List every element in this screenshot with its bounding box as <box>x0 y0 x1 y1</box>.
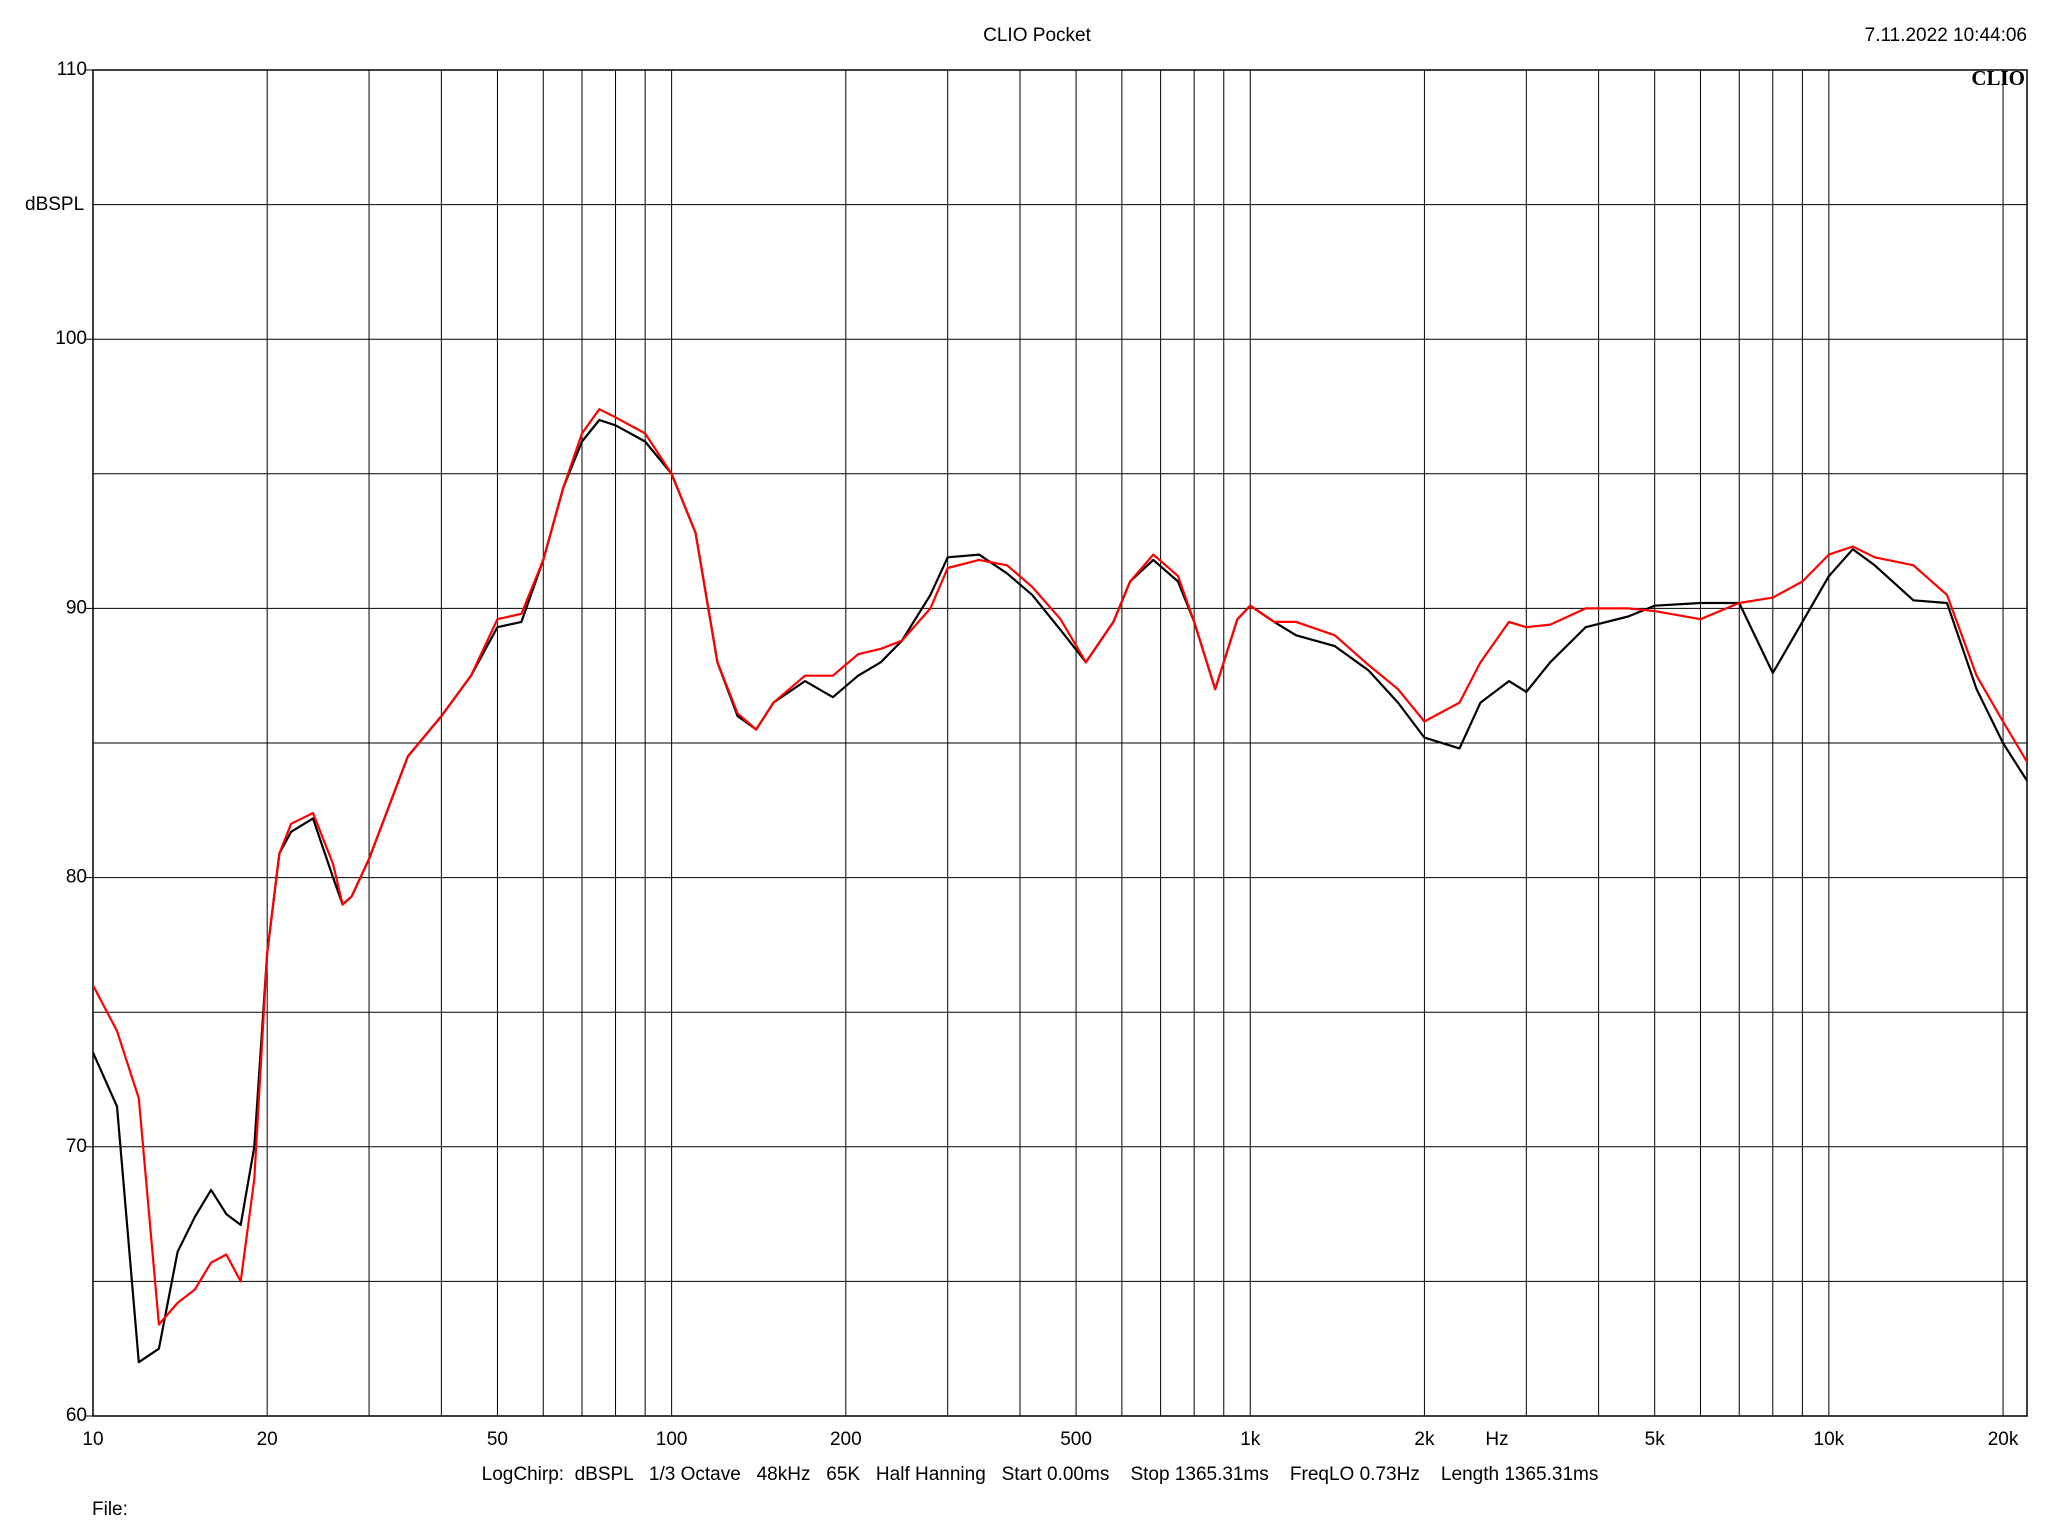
x-tick-label: 50 <box>487 1429 508 1450</box>
y-tick-label: 110 <box>57 59 87 80</box>
x-tick-label: 200 <box>830 1429 862 1450</box>
x-tick-label: 2k <box>1414 1429 1435 1450</box>
x-tick-label: 5k <box>1645 1429 1666 1450</box>
y-tick-label: 60 <box>66 1405 87 1426</box>
y-tick-label: 100 <box>55 328 87 349</box>
file-label: File: <box>92 1499 128 1520</box>
x-tick-label: 1k <box>1240 1429 1261 1450</box>
x-tick-label: 20k <box>1988 1429 2019 1450</box>
x-tick-label: 500 <box>1060 1429 1092 1450</box>
x-axis-label: Hz <box>1485 1429 1508 1450</box>
y-tick-label: 80 <box>66 867 87 888</box>
x-tick-label: 10 <box>82 1429 103 1450</box>
x-tick-label: 20 <box>257 1429 278 1450</box>
y-tick-label: 70 <box>66 1136 87 1157</box>
settings-line: LogChirp: dBSPL 1/3 Octave 48kHz 65K Hal… <box>482 1464 1599 1485</box>
x-tick-label: 10k <box>1814 1429 1845 1450</box>
plot-frame <box>92 69 2028 1417</box>
y-tick-label: 90 <box>66 597 87 618</box>
chart-title: CLIO Pocket <box>983 25 1091 46</box>
timestamp: 7.11.2022 10:44:06 <box>1865 25 2027 46</box>
y-axis-label: dBSPL <box>25 194 84 215</box>
x-tick-label: 100 <box>656 1429 688 1450</box>
series-line <box>93 418 2027 1364</box>
series-line <box>93 408 2027 1326</box>
